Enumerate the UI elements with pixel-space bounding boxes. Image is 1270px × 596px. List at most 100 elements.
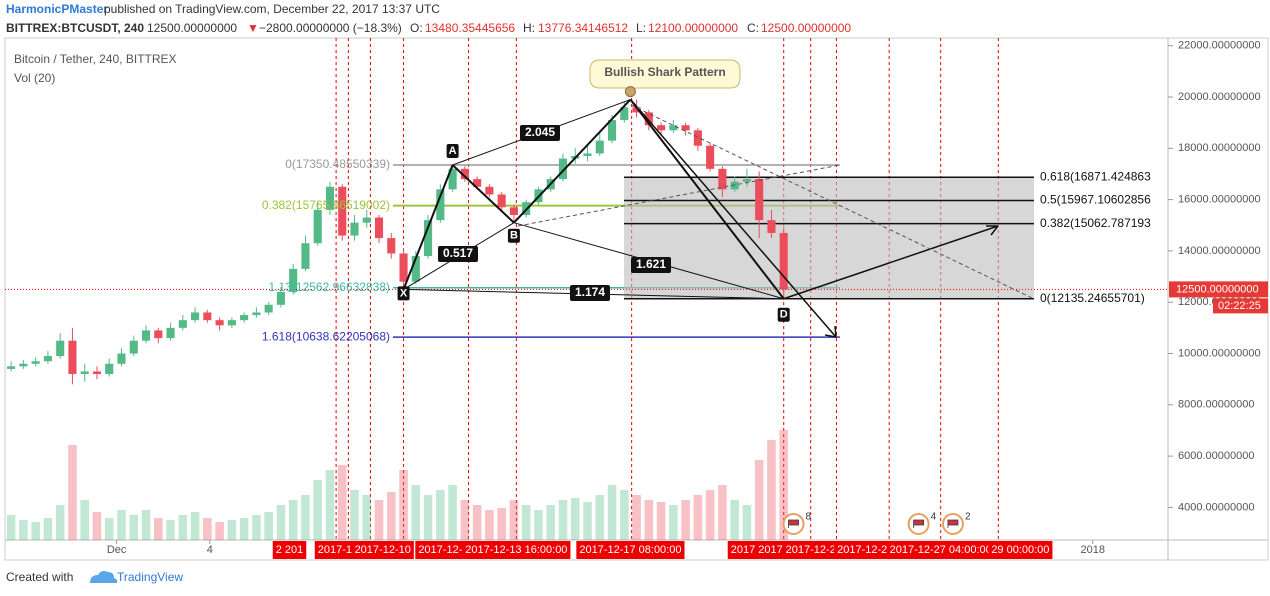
volume-bar [742,505,752,540]
ratio-box [570,285,610,301]
event-count: 2 [965,512,971,523]
candle-body [338,186,347,236]
candle-body [141,330,151,341]
volume-bar [718,485,727,540]
callout-text: Bullish Shark Pattern [604,65,725,79]
volume-bar [399,470,408,540]
brand[interactable]: TradingView [117,570,183,584]
session-label-box [988,541,1053,559]
candle-body [264,304,273,313]
volume-bar [337,465,347,540]
point-label: D [780,309,788,321]
volume-bar [509,500,519,540]
candle-body [399,253,408,282]
event-count: 8 [806,512,812,523]
candle-body [191,312,200,321]
candle-body [154,330,163,339]
pattern-icon [624,86,636,98]
volume-bar [19,520,28,540]
y-tick-label: 18000.00000000 [1178,142,1261,154]
volume-bar [730,500,739,540]
session-label-box [415,541,466,559]
y-tick-label: 22000.00000000 [1178,40,1261,52]
volume-bar [104,518,114,540]
volume-bar [141,510,151,540]
volume-bar [264,512,273,540]
volume-bar [166,520,175,540]
fib-box-label: 0.618(16871.424863 [1040,169,1151,183]
candle-body [276,291,285,305]
candle-body [767,220,776,233]
volume-bar [534,510,543,540]
guide [517,104,1035,300]
session-label: 2017 2017 [731,544,783,556]
event-flag-icon [947,519,959,528]
volume-bar [632,495,641,540]
symbol: BITTREX:BTCUSDT, 240 [6,21,144,35]
volume-bar [583,502,592,540]
candle-body [80,371,89,375]
volume-bar [31,522,40,540]
session-label: 2017-12-13 16:00:00 [465,544,567,556]
candle-body [166,327,175,339]
candle-body [681,125,690,131]
volume-bar [313,480,323,540]
author[interactable]: HarmonicPMaster [6,2,108,16]
event-flag-icon [913,519,925,528]
volume-bar [570,498,580,540]
volume-bar [374,500,384,540]
countdown-box [1213,298,1268,314]
overlay: X A B D 2.045 0.517 1.621 1.174 Bullish Shark Pa… [397,59,1035,338]
candle-body [595,140,604,154]
event-flag-icon [788,519,799,528]
change: −2800.00000000 (−18.3%) [259,21,402,35]
candle-body [301,243,310,269]
fib-box-label: 0(12135.24655701) [1040,291,1145,305]
candle-body [31,361,40,364]
candle-body [215,320,224,326]
candle-body [289,268,298,292]
candle-body [632,107,641,113]
session-label: 2017-12-2 [786,544,836,556]
volume-bar [215,522,224,540]
fib-box [624,177,1034,299]
session-label: 2 201 [276,544,304,556]
candle-body [460,168,469,180]
candle-body [755,179,764,221]
volume-bar [178,515,188,540]
session-label: 2017-12-2 [837,544,887,556]
pattern-leg [629,98,785,300]
candle-body [706,145,715,169]
candle-body [19,363,28,367]
candle-body [7,366,16,369]
volume-bar [644,500,654,540]
volume-bar [227,520,237,540]
volume-bar [252,515,261,540]
volume-bar [681,500,690,540]
session-label-box [314,541,356,559]
point-label-box [397,286,410,301]
ratio-box [520,125,560,141]
high: 13776.34146512 [538,21,628,35]
ratio-label: 1.621 [636,257,666,271]
candle-body [657,125,666,131]
volume-bar [288,500,298,540]
candle-body [313,209,322,244]
volume-bar [754,460,764,540]
fib-box-label: 0.5(15967.10602856 [1040,193,1151,207]
volume-bar [485,510,494,540]
volume-bar [497,508,506,540]
candle-body [105,363,114,375]
volume-bar [521,505,531,540]
candle-body [620,107,629,121]
volume-bar [92,512,102,540]
down-arrow: ▼ [247,21,259,35]
volume-bar [43,518,53,540]
volume-bar [80,500,90,540]
volume-bar [767,440,776,540]
candle-body [485,186,494,195]
volume-bar [68,445,77,540]
fib-label: 1.618(10638.62205068) [262,329,390,343]
volume-bar [705,490,715,540]
